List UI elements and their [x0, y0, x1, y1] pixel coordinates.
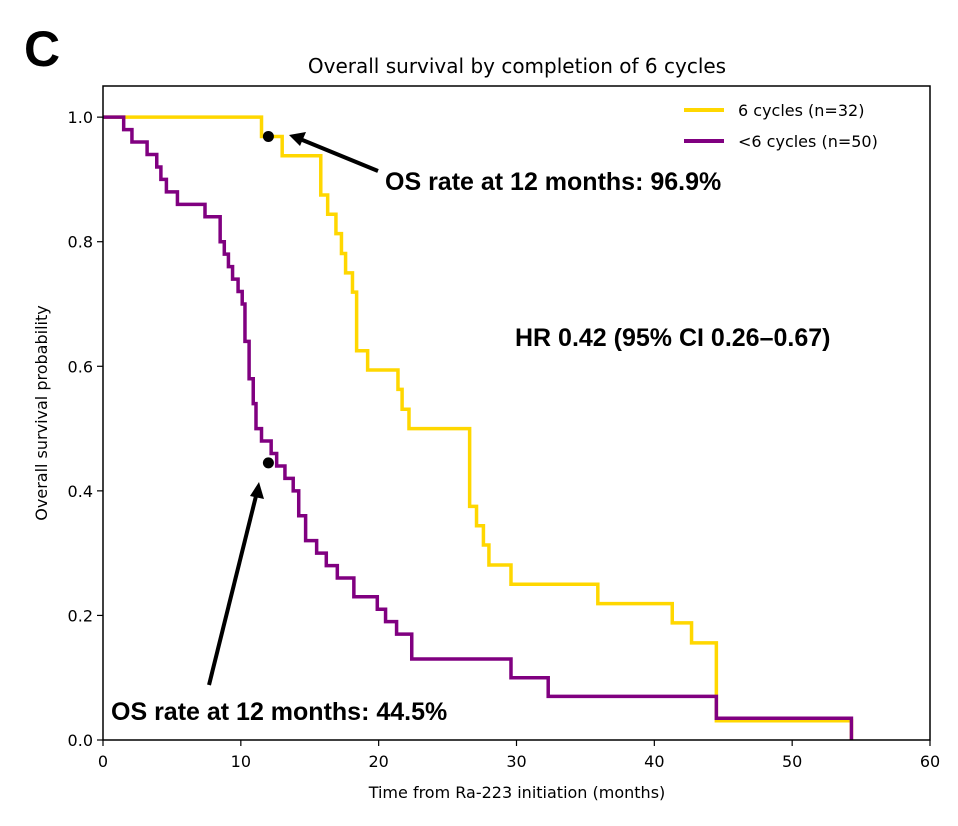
x-tick-label: 60 [920, 752, 940, 771]
survival-curve-series-2 [103, 115, 854, 740]
annotation-arrow-96 [289, 132, 379, 173]
legend-label-lt6-cycles: <6 cycles (n=50) [738, 132, 878, 151]
annotation-os-12m-6-cycles: OS rate at 12 months: 96.9% [385, 168, 721, 196]
legend: 6 cycles (n=32) <6 cycles (n=50) [684, 101, 878, 151]
y-tick-label: 0.4 [68, 482, 93, 501]
x-axis-label: Time from Ra-223 initiation (months) [368, 783, 666, 802]
y-tick-label: 0.2 [68, 606, 93, 625]
x-axis-ticks: 0 10 20 30 40 50 60 [98, 740, 940, 771]
os-12-month-marker-1 [262, 130, 274, 142]
y-axis-label: Overall survival probability [32, 305, 51, 520]
y-tick-label: 0.6 [68, 357, 93, 376]
legend-label-6-cycles: 6 cycles (n=32) [738, 101, 864, 120]
x-tick-label: 20 [368, 752, 388, 771]
os-12-month-marker-2 [262, 457, 274, 469]
panel-label: C [24, 21, 60, 77]
annotation-os-12m-lt6-cycles: OS rate at 12 months: 44.5% [111, 698, 447, 726]
y-tick-label: 0.0 [68, 731, 93, 750]
x-tick-label: 0 [98, 752, 108, 771]
chart-title: Overall survival by completion of 6 cycl… [308, 54, 726, 78]
plot-area [103, 115, 854, 740]
y-axis-ticks: 0.0 0.2 0.4 0.6 0.8 1.0 [68, 108, 103, 750]
y-tick-label: 1.0 [68, 108, 93, 127]
x-tick-label: 50 [782, 752, 802, 771]
survival-curve-series-1 [103, 115, 854, 740]
x-tick-label: 10 [231, 752, 251, 771]
annotation-arrow-44 [207, 482, 264, 686]
annotation-hazard-ratio: HR 0.42 (95% CI 0.26–0.67) [515, 324, 830, 352]
x-tick-label: 30 [506, 752, 526, 771]
x-tick-label: 40 [644, 752, 664, 771]
y-tick-label: 0.8 [68, 233, 93, 252]
